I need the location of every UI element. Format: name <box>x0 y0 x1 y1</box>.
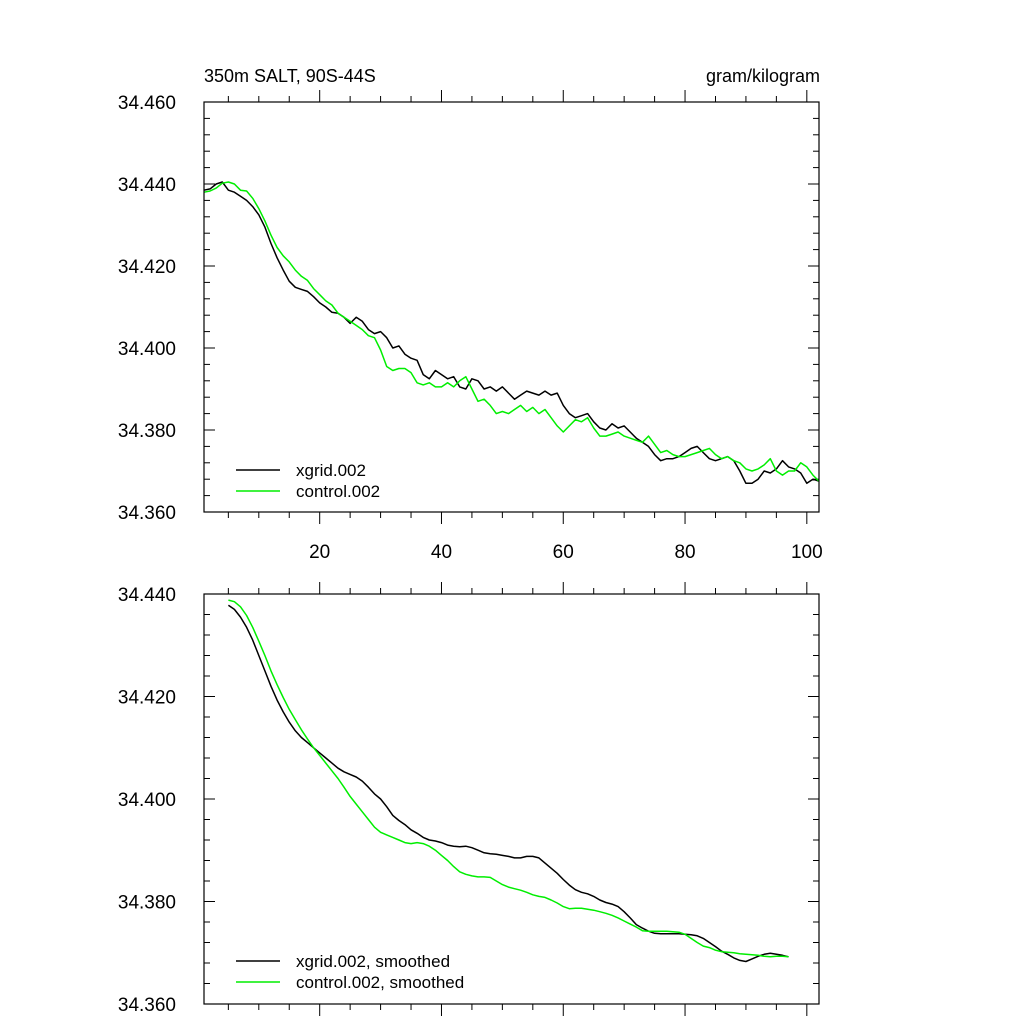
bottom-legend-label-control: control.002, smoothed <box>296 973 464 992</box>
y-tick-label: 34.380 <box>118 421 176 442</box>
top-panel: 350m SALT, 90S-44S gram/kilogram 34.3603… <box>118 66 823 563</box>
bottom-panel: 34.360 34.380 34.400 34.420 34.440 xgrid.002… <box>118 582 820 1016</box>
series-line-xgrid <box>227 604 789 963</box>
y-tick-label: 34.400 <box>118 790 176 811</box>
y-tick-label: 34.380 <box>118 893 176 914</box>
series-line-control <box>203 181 820 482</box>
bottom-plot-frame <box>203 593 820 1005</box>
x-tick-label: 20 <box>309 542 330 563</box>
y-tick-label: 34.420 <box>118 688 176 709</box>
y-tick-label: 34.440 <box>118 175 176 196</box>
y-tick-label: 34.460 <box>118 93 176 114</box>
top-units: gram/kilogram <box>706 66 820 86</box>
top-y-tick-labels: 34.360 34.380 34.400 34.420 34.440 34.460 <box>118 93 176 524</box>
top-series-lines <box>203 181 820 485</box>
top-tick-marks <box>204 90 819 524</box>
x-tick-label: 40 <box>431 542 452 563</box>
x-tick-label: 60 <box>553 542 574 563</box>
x-tick-label: 80 <box>674 542 695 563</box>
top-plot-frame <box>203 101 820 513</box>
series-line-control <box>228 599 789 958</box>
y-tick-label: 34.400 <box>118 339 176 360</box>
y-tick-label: 34.440 <box>118 585 176 606</box>
series-line-xgrid <box>203 181 820 485</box>
bottom-legend-label-xgrid: xgrid.002, smoothed <box>296 952 450 971</box>
top-title: 350m SALT, 90S-44S <box>204 66 376 86</box>
top-legend-label-xgrid: xgrid.002 <box>296 461 366 480</box>
y-tick-label: 34.420 <box>118 257 176 278</box>
bottom-series-lines <box>227 599 789 963</box>
y-tick-label: 34.360 <box>118 503 176 524</box>
bottom-y-tick-labels: 34.360 34.380 34.400 34.420 34.440 <box>118 585 176 1016</box>
x-tick-label: 100 <box>791 542 823 563</box>
top-legend-label-control: control.002 <box>296 482 380 501</box>
y-tick-label: 34.360 <box>118 995 176 1016</box>
top-x-tick-labels: 20 40 60 80 100 <box>309 542 823 563</box>
bottom-legend: xgrid.002, smoothed control.002, smoothe… <box>236 952 464 992</box>
top-legend: xgrid.002 control.002 <box>236 461 380 501</box>
bottom-tick-marks <box>204 582 819 1016</box>
